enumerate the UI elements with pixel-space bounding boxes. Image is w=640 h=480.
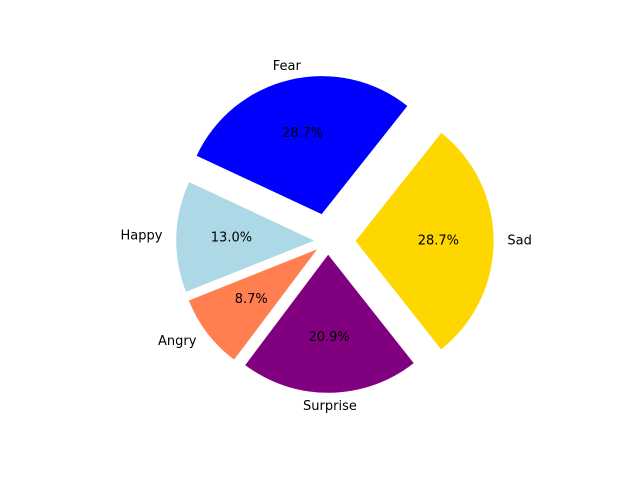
- slice-label-happy: Happy: [121, 229, 163, 244]
- pct-label-sad: 28.7%: [418, 234, 459, 249]
- slice-fear: [196, 76, 408, 215]
- slice-label-fear: Fear: [273, 59, 302, 74]
- slice-sad: [355, 132, 494, 350]
- slice-angry: [188, 249, 318, 360]
- pie-slices: [176, 76, 494, 393]
- slice-surprise: [245, 254, 414, 393]
- pie-labels: 28.7% Sad 28.7% Fear 13.0% Happy 8.7% Angry 20.9…: [121, 59, 532, 414]
- pct-label-fear: 28.7%: [282, 126, 323, 141]
- slice-label-sad: Sad: [507, 234, 531, 249]
- pct-label-angry: 8.7%: [235, 292, 268, 307]
- slice-happy: [176, 182, 315, 292]
- slice-label-surprise: Surprise: [303, 399, 357, 414]
- pct-label-surprise: 20.9%: [308, 330, 349, 345]
- pct-label-happy: 13.0%: [211, 231, 252, 246]
- slice-label-angry: Angry: [158, 334, 197, 349]
